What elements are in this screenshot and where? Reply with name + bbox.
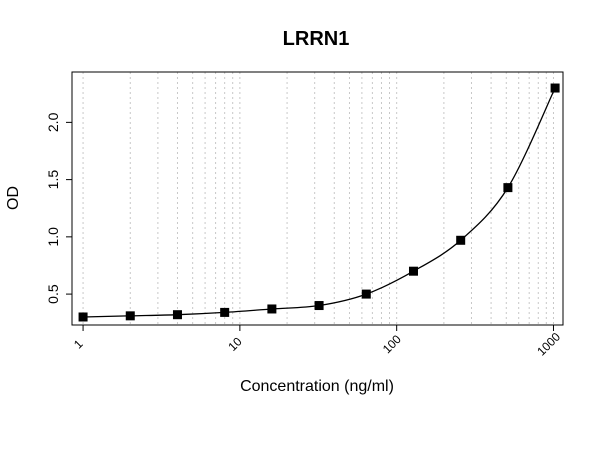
data-point	[408, 266, 418, 276]
y-axis: 0.5 1.0 1.5 2.0	[45, 112, 72, 304]
x-tick-label: 10	[225, 334, 245, 354]
y-axis-label: OD	[5, 186, 22, 210]
chart-title: LRRN1	[283, 28, 350, 50]
x-axis: 1 10 100 1000	[71, 325, 563, 359]
y-tick-label: 0.5	[45, 284, 61, 304]
data-point	[361, 289, 371, 299]
data-point	[550, 83, 560, 93]
x-tick-label: 1000	[534, 330, 563, 359]
fit-curve	[83, 87, 556, 318]
y-tick-label: 1.0	[45, 227, 61, 247]
x-tick-label: 100	[380, 332, 404, 356]
x-tick-label: 1	[71, 337, 86, 352]
grid	[82, 72, 554, 325]
data-point	[78, 312, 88, 322]
data-point	[314, 301, 324, 311]
data-point	[267, 304, 277, 314]
y-tick-label: 1.5	[45, 170, 61, 190]
data-point	[172, 310, 182, 320]
data-points	[78, 83, 560, 322]
x-axis-label: Concentration (ng/ml)	[240, 378, 394, 395]
data-point	[503, 183, 513, 193]
plot-frame	[71, 71, 564, 326]
data-point	[125, 311, 135, 321]
data-point	[220, 307, 230, 317]
data-point	[456, 235, 466, 245]
y-tick-label: 2.0	[45, 112, 61, 132]
